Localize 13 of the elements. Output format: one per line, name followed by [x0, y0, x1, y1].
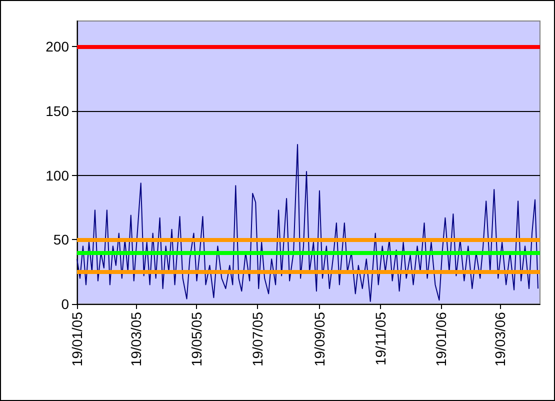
x-tick-label: 19/01/05: [69, 312, 85, 366]
x-tick-label: 19/03/05: [128, 312, 144, 366]
y-tick-label: 100: [46, 167, 70, 184]
x-tick-label: 19/09/05: [311, 312, 328, 366]
y-tick-label: 50: [53, 232, 70, 248]
y-tick-label: 0: [61, 296, 70, 312]
y-tick-label: 200: [46, 38, 70, 55]
x-tick-label: 19/01/06: [433, 312, 450, 366]
x-tick-label: 19/03/06: [492, 312, 508, 366]
x-tick-label: 19/05/05: [188, 312, 205, 366]
y-tick-label: 150: [46, 103, 70, 120]
x-tick-label: 19/07/05: [250, 312, 266, 366]
x-tick-label: 19/11/05: [372, 312, 388, 366]
